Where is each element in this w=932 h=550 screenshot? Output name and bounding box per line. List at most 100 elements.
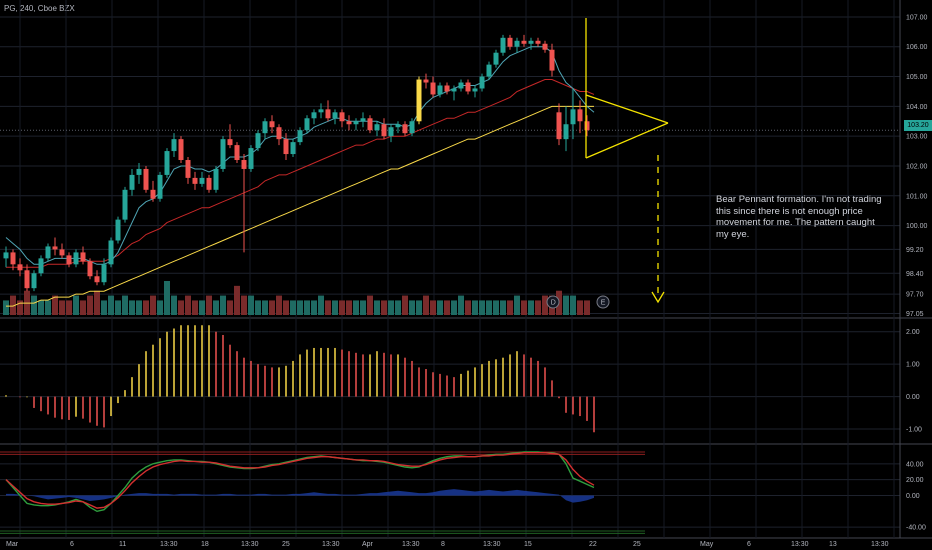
candle-body	[528, 40, 534, 44]
price-tick-label: 104.00	[906, 104, 928, 111]
candle-body	[171, 139, 177, 152]
candle-body	[311, 112, 317, 119]
candle-body	[115, 219, 121, 241]
volume-bar	[227, 300, 233, 315]
candle-body	[500, 37, 506, 53]
pennant-lower-line	[585, 122, 669, 159]
candle-body	[423, 79, 429, 83]
volume-bar	[311, 300, 317, 315]
time-tick-label: 6	[70, 541, 74, 548]
candle-body	[304, 118, 310, 131]
last-price-badge: 103.20	[904, 120, 932, 131]
volume-bar	[514, 295, 520, 315]
stoch-k-line	[5, 451, 595, 513]
time-tick-label: Apr	[362, 541, 374, 548]
chart-header-title: PG, 240, Cboe BZX	[4, 4, 75, 13]
event-marker-circle	[596, 295, 610, 309]
volume-bar	[80, 300, 86, 315]
volume-bar	[108, 295, 114, 315]
candle-body	[248, 148, 254, 169]
price-tick-label: 106.00	[906, 44, 928, 51]
candle-body	[493, 52, 499, 65]
price-tick-label: 97.70	[906, 292, 924, 299]
candle-body	[472, 88, 478, 92]
oscillator-histogram	[5, 325, 595, 433]
volume-bar	[479, 300, 485, 315]
volume-bar	[500, 300, 506, 315]
candle-body	[52, 246, 58, 250]
volume-bar	[493, 300, 499, 315]
volume-bar	[150, 295, 156, 315]
candle-body	[59, 249, 65, 256]
osc-tick-label: 1.00	[906, 362, 920, 369]
volume-bar	[122, 295, 128, 315]
volume-bar	[206, 295, 212, 315]
volume-bar	[220, 295, 226, 315]
volume-bar	[528, 300, 534, 315]
volume-bar	[171, 295, 177, 315]
candle-body	[549, 49, 555, 71]
event-marker-circle	[546, 295, 560, 309]
candle-body	[535, 40, 541, 44]
volume-bar	[234, 285, 240, 315]
volume-bar	[458, 295, 464, 315]
stoch-tick-label: 0.00	[906, 493, 920, 500]
time-tick-label: 25	[633, 541, 641, 548]
candle-body	[570, 109, 576, 125]
volume-bar	[346, 300, 352, 315]
candle-body	[451, 88, 457, 92]
candle-body	[255, 133, 261, 149]
volume-bar	[325, 300, 331, 315]
candle-body	[353, 121, 359, 125]
volume-bar	[416, 300, 422, 315]
stochastic-lines	[0, 451, 645, 534]
moving-averages	[5, 46, 595, 307]
volume-bar	[87, 295, 93, 315]
price-tick-label: 98.40	[906, 271, 924, 278]
volume-bar	[283, 300, 289, 315]
volume-bar	[115, 300, 121, 315]
time-tick-label: 13:30	[241, 541, 259, 548]
candle-body	[24, 270, 30, 289]
candle-body	[458, 82, 464, 89]
volume-bar	[241, 295, 247, 315]
time-tick-label: 13:30	[160, 541, 178, 548]
volume-bar	[262, 300, 268, 315]
bear-pennant-drawing	[585, 18, 669, 304]
candle-body	[388, 127, 394, 137]
candle-body	[367, 118, 373, 131]
volume-bar	[3, 300, 9, 315]
candle-body	[94, 276, 100, 283]
candle-body	[192, 177, 198, 184]
volume-bar	[269, 300, 275, 315]
volume-bar	[185, 295, 191, 315]
time-tick-label: 22	[589, 541, 597, 548]
candle-body	[444, 85, 450, 92]
time-tick-label: Mar	[6, 541, 19, 548]
price-tick-label: 105.00	[906, 74, 928, 81]
volume-bar	[136, 300, 142, 315]
volume-bars	[3, 281, 590, 315]
candle-body	[325, 109, 331, 119]
volume-bar	[542, 295, 548, 315]
time-tick-label: 13:30	[483, 541, 501, 548]
osc-tick-label: -1.00	[906, 427, 922, 434]
price-tick-label: 97.05	[906, 311, 924, 318]
volume-bar	[577, 300, 583, 315]
candle-body	[318, 109, 324, 113]
ema-slow-line	[6, 105, 594, 307]
candle-body	[269, 121, 275, 128]
event-marker-label: E	[601, 300, 606, 307]
volume-bar	[353, 300, 359, 315]
candle-body	[241, 160, 247, 169]
time-tick-label: 13:30	[322, 541, 340, 548]
candle-body	[80, 252, 86, 262]
volume-bar	[374, 300, 380, 315]
candle-body	[486, 64, 492, 77]
event-marker-label: D	[551, 300, 556, 307]
candle-body	[465, 82, 471, 92]
candle-body	[584, 121, 590, 131]
volume-bar	[570, 295, 576, 315]
candle-body	[143, 168, 149, 190]
